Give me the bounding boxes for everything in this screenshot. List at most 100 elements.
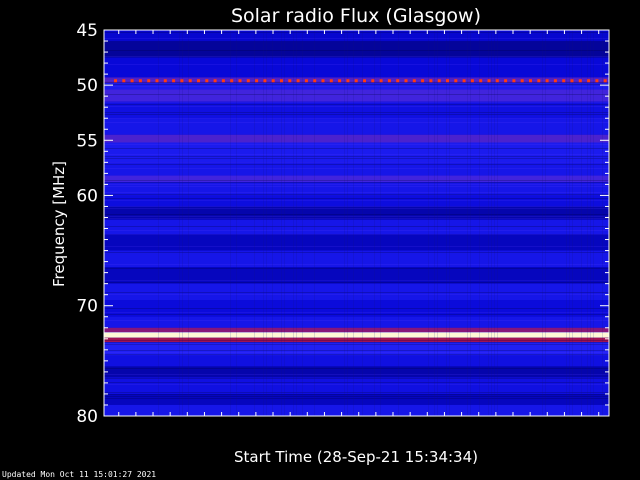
- y-tick-label: 55: [76, 131, 98, 151]
- interference-dot: [163, 79, 167, 83]
- texture-stripe: [104, 106, 609, 107]
- texture-streak: [158, 30, 159, 416]
- texture-stripe: [104, 234, 609, 235]
- interference-dot: [172, 79, 176, 83]
- texture-stripe: [104, 192, 609, 193]
- texture-stripe: [104, 182, 609, 183]
- y-tick-label: 45: [76, 21, 98, 41]
- interference-dot: [238, 79, 242, 83]
- interference-dot: [329, 79, 333, 83]
- texture-stripe: [104, 392, 609, 393]
- texture-stripe: [104, 154, 609, 155]
- interference-dot: [205, 79, 209, 83]
- texture-streak: [272, 30, 273, 416]
- frequency-band: [104, 82, 609, 90]
- texture-stripe: [104, 38, 609, 39]
- interference-dot: [396, 79, 400, 83]
- y-tick-label: 60: [76, 186, 98, 206]
- interference-dot: [280, 79, 283, 83]
- texture-streak: [188, 30, 189, 416]
- y-axis-label: Frequency [MHz]: [50, 161, 68, 287]
- texture-stripe: [104, 184, 609, 185]
- interference-dot: [197, 79, 200, 83]
- texture-stripe: [104, 122, 609, 123]
- texture-stripe: [104, 148, 609, 149]
- interference-dot: [221, 79, 225, 83]
- frequency-band: [104, 332, 609, 338]
- interference-dot: [263, 79, 267, 83]
- texture-stripe: [104, 104, 609, 105]
- texture-stripe: [104, 56, 609, 57]
- texture-stripe: [104, 246, 609, 247]
- texture-stripe: [104, 268, 609, 269]
- interference-dot: [462, 79, 466, 83]
- texture-stripe: [104, 32, 609, 33]
- interference-dot: [529, 79, 532, 83]
- frequency-band: [104, 142, 609, 163]
- texture-streak: [434, 30, 435, 416]
- interference-dot: [429, 79, 433, 83]
- interference-dot: [404, 79, 408, 83]
- interference-dot: [138, 79, 142, 83]
- texture-streak: [374, 30, 375, 416]
- interference-dot: [180, 79, 184, 83]
- texture-stripe: [104, 374, 609, 375]
- x-axis-label: Start Time (28-Sep-21 15:34:34): [234, 448, 478, 466]
- interference-dot: [230, 79, 234, 83]
- texture-stripe: [104, 198, 609, 199]
- texture-stripe: [104, 186, 609, 187]
- texture-streak: [179, 30, 180, 416]
- texture-streak: [494, 30, 495, 416]
- frequency-band: [104, 337, 609, 343]
- frequency-band: [104, 300, 609, 317]
- texture-stripe: [104, 194, 609, 195]
- heatmap: [104, 30, 609, 416]
- interference-dot: [437, 79, 441, 83]
- texture-streak: [398, 30, 399, 416]
- texture-streak: [491, 30, 492, 416]
- frequency-band: [104, 355, 609, 367]
- texture-streak: [293, 30, 294, 416]
- texture-stripe: [104, 206, 609, 207]
- interference-dot: [487, 79, 491, 83]
- texture-stripe: [104, 394, 609, 395]
- texture-streak: [263, 30, 264, 416]
- interference-dot: [595, 79, 599, 83]
- texture-streak: [284, 30, 285, 416]
- texture-streak: [470, 30, 471, 416]
- texture-stripe: [104, 118, 609, 119]
- texture-streak: [566, 30, 567, 416]
- texture-streak: [302, 30, 303, 416]
- interference-dot: [495, 79, 499, 83]
- frequency-band: [104, 393, 609, 405]
- texture-streak: [488, 30, 489, 416]
- texture-stripe: [104, 280, 609, 281]
- texture-stripe: [104, 344, 609, 345]
- frequency-band: [104, 234, 609, 251]
- texture-stripe: [104, 282, 609, 283]
- interference-dot: [412, 79, 416, 83]
- interference-dot: [470, 79, 474, 83]
- y-tick-label: 70: [76, 297, 98, 317]
- texture-streak: [314, 30, 315, 416]
- interference-dot: [122, 79, 126, 83]
- texture-stripe: [104, 102, 609, 103]
- interference-dot: [288, 79, 292, 83]
- texture-stripe: [104, 308, 609, 309]
- texture-stripe: [104, 332, 609, 333]
- texture-streak: [437, 30, 438, 416]
- frequency-band: [104, 267, 609, 284]
- texture-streak: [572, 30, 573, 416]
- interference-dot: [421, 79, 425, 83]
- interference-dot: [504, 79, 508, 83]
- texture-stripe: [104, 94, 609, 95]
- frequency-band: [104, 89, 609, 102]
- texture-stripe: [104, 86, 609, 87]
- frequency-band: [104, 41, 609, 58]
- texture-streak: [266, 30, 267, 416]
- texture-stripe: [104, 162, 609, 163]
- texture-streak: [230, 30, 231, 416]
- texture-stripe: [104, 368, 609, 369]
- frequency-band: [104, 182, 609, 196]
- interference-dot: [553, 79, 557, 83]
